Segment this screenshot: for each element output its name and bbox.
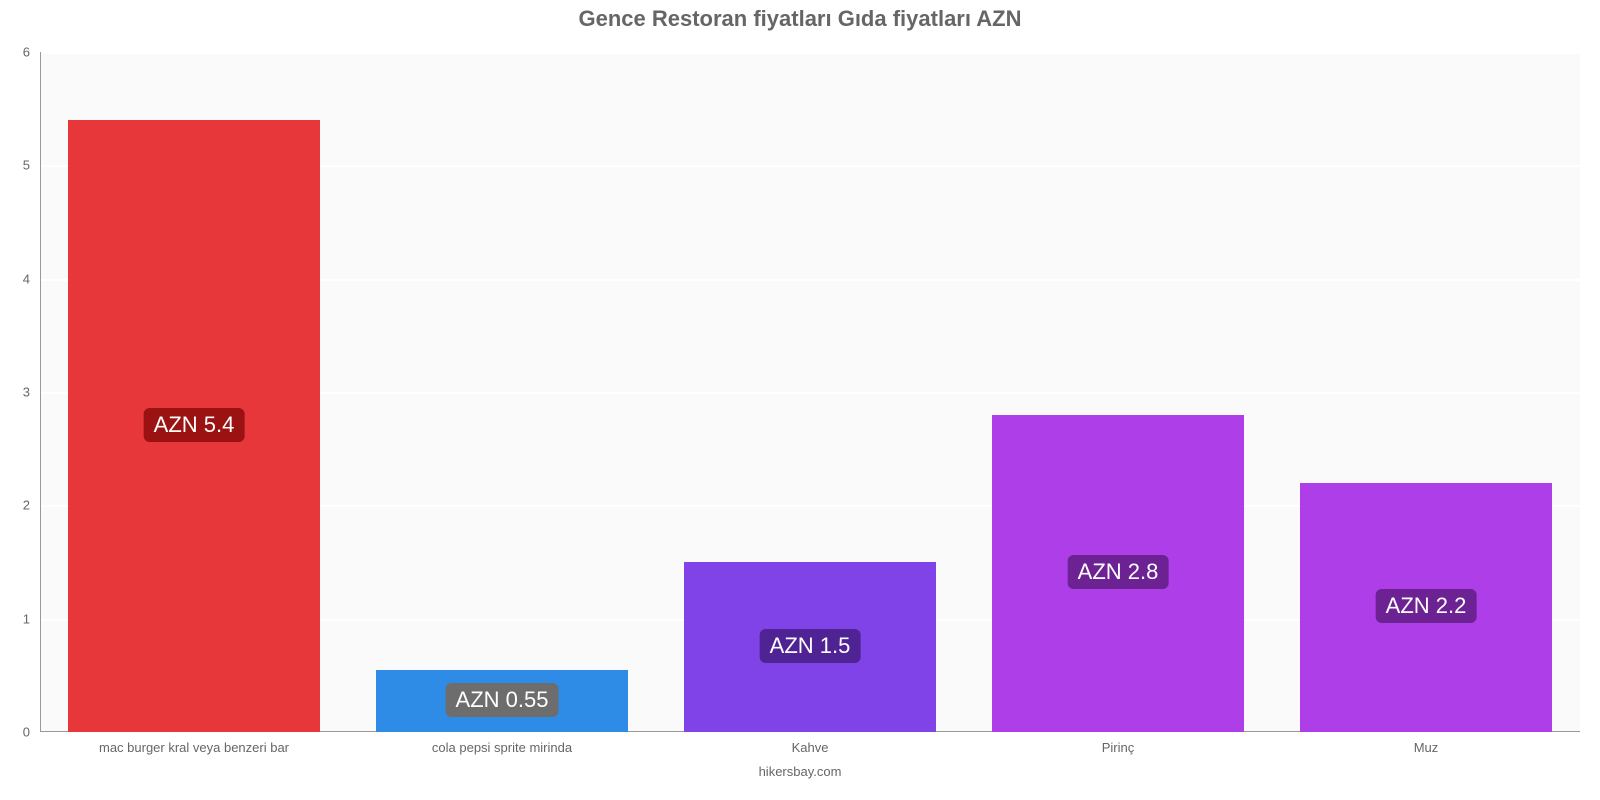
x-tick-label: Pirinç xyxy=(1102,732,1135,755)
y-tick-label: 1 xyxy=(23,611,40,626)
plot-area: 0123456mac burger kral veya benzeri barA… xyxy=(40,52,1580,732)
y-tick-label: 4 xyxy=(23,271,40,286)
bar-value-label: AZN 2.2 xyxy=(1376,589,1477,623)
x-tick-label: Muz xyxy=(1414,732,1439,755)
y-tick-label: 3 xyxy=(23,385,40,400)
bar-value-label: AZN 2.8 xyxy=(1068,555,1169,589)
x-tick-label: Kahve xyxy=(792,732,829,755)
bar-value-label: AZN 0.55 xyxy=(446,683,559,717)
x-tick-label: mac burger kral veya benzeri bar xyxy=(99,732,289,755)
bar-value-label: AZN 1.5 xyxy=(760,629,861,663)
chart-title: Gence Restoran fiyatları Gıda fiyatları … xyxy=(0,0,1600,32)
x-tick-label: cola pepsi sprite mirinda xyxy=(432,732,572,755)
y-axis-line xyxy=(40,52,41,732)
grid-line xyxy=(40,52,1580,54)
y-tick-label: 2 xyxy=(23,498,40,513)
y-tick-label: 0 xyxy=(23,725,40,740)
bar-value-label: AZN 5.4 xyxy=(144,408,245,442)
y-tick-label: 5 xyxy=(23,158,40,173)
attribution-text: hikersbay.com xyxy=(0,764,1600,779)
price-bar-chart: Gence Restoran fiyatları Gıda fiyatları … xyxy=(0,0,1600,800)
y-tick-label: 6 xyxy=(23,45,40,60)
